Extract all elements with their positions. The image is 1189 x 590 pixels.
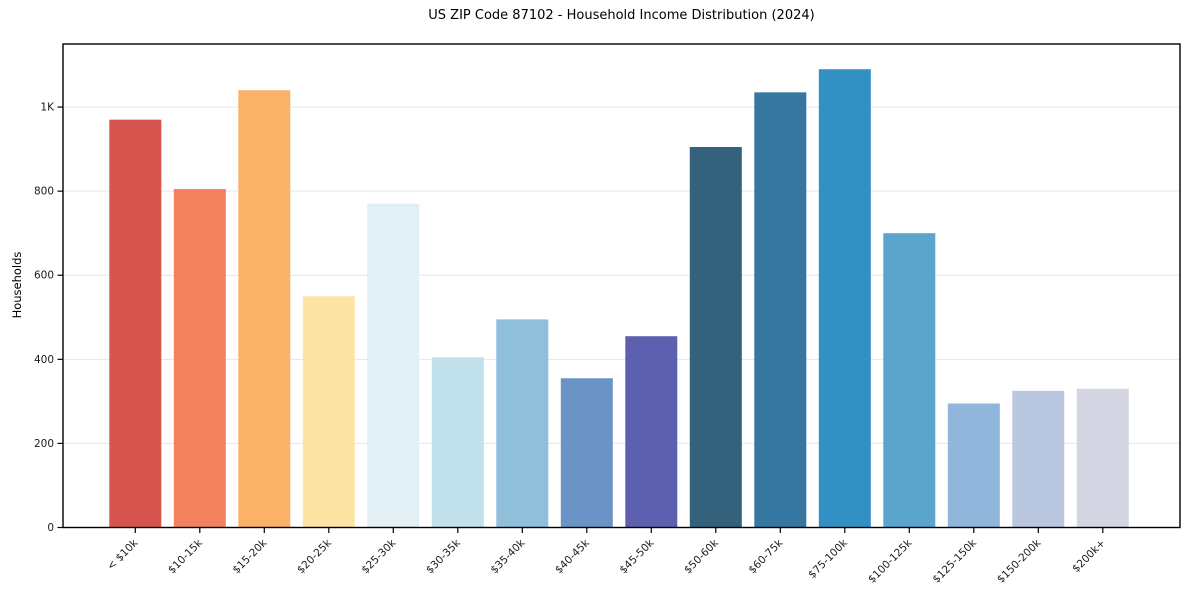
x-tick-label: $35-40k bbox=[488, 536, 528, 576]
x-tick-label: $15-20k bbox=[230, 536, 270, 576]
bar-16 bbox=[1076, 388, 1129, 528]
x-tick-label: $25-30k bbox=[359, 536, 399, 576]
bar-6 bbox=[431, 357, 484, 528]
bar-7 bbox=[496, 319, 549, 528]
y-tick-label: 200 bbox=[34, 438, 54, 450]
x-tick-label: $50-60k bbox=[682, 536, 722, 576]
x-tick-label: $45-50k bbox=[617, 536, 657, 576]
y-tick-label: 400 bbox=[34, 354, 54, 366]
bar-3 bbox=[238, 90, 291, 528]
bar-4 bbox=[302, 296, 355, 528]
x-tick-label: $100-125k bbox=[866, 536, 915, 585]
x-tick-label: $200k+ bbox=[1070, 537, 1108, 575]
y-tick-label: 1K bbox=[40, 102, 55, 114]
bar-10 bbox=[689, 147, 742, 528]
x-tick-label: $30-35k bbox=[424, 536, 464, 576]
bar-15 bbox=[1012, 390, 1065, 528]
x-tick-label: $60-75k bbox=[746, 536, 786, 576]
plot-border bbox=[62, 43, 1181, 529]
bar-8 bbox=[560, 378, 613, 528]
bar-9 bbox=[625, 336, 678, 528]
x-tick-label: $75-100k bbox=[806, 536, 850, 580]
bar-2 bbox=[173, 189, 226, 528]
bar-5 bbox=[367, 203, 420, 528]
x-tick-label: $40-45k bbox=[553, 536, 593, 576]
bar-11 bbox=[754, 92, 807, 528]
bar-12 bbox=[818, 69, 871, 528]
x-tick-label: $125-150k bbox=[930, 536, 979, 585]
y-tick-label: 600 bbox=[34, 270, 54, 282]
bar-1 bbox=[109, 119, 162, 528]
y-tick-label: 0 bbox=[47, 522, 54, 534]
bar-13 bbox=[883, 233, 936, 528]
x-tick-label: $20-25k bbox=[295, 536, 335, 576]
x-tick-label: $10-15k bbox=[166, 536, 206, 576]
chart-title: US ZIP Code 87102 - Household Income Dis… bbox=[428, 8, 815, 23]
x-tick-label: $150-200k bbox=[995, 536, 1044, 585]
x-tick-label: < $10k bbox=[105, 536, 141, 572]
bar-14 bbox=[947, 403, 1000, 528]
y-tick-label: 800 bbox=[34, 186, 54, 198]
